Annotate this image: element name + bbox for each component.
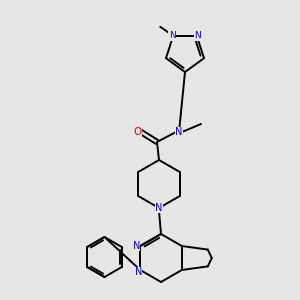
Text: O: O [133, 127, 141, 137]
Text: N: N [175, 127, 183, 137]
Text: N: N [133, 241, 140, 251]
Text: N: N [134, 267, 142, 277]
Text: N: N [169, 31, 175, 40]
Text: N: N [194, 31, 201, 40]
Text: N: N [155, 203, 163, 213]
